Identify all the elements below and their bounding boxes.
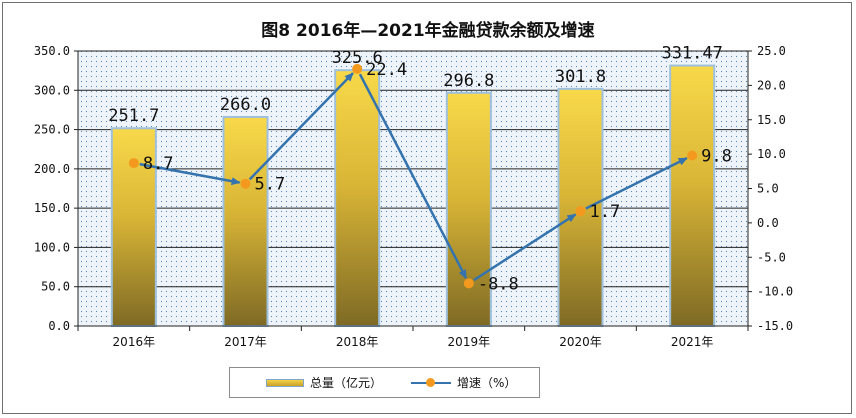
legend-label-growth: 增速（%） — [457, 376, 517, 390]
right-tick-label: 0.0 — [757, 216, 779, 230]
line-point — [352, 63, 363, 74]
left-tick-label: 0.0 — [48, 319, 70, 333]
right-tick-label: 5.0 — [757, 182, 779, 196]
left-tick-label: 350.0 — [34, 44, 70, 58]
legend-line-swatch — [411, 377, 451, 388]
line-point — [128, 158, 139, 169]
x-tick-label: 2017年 — [224, 335, 267, 349]
line-value-label: 8.7 — [143, 154, 174, 174]
line-value-label: 22.4 — [366, 60, 407, 80]
right-tick-label: -5.0 — [757, 250, 786, 264]
line-point — [575, 206, 586, 217]
grid-lines — [78, 50, 748, 327]
bar-value-label: 325.6 — [332, 48, 383, 68]
left-tick-label: 250.0 — [34, 123, 70, 137]
left-tick-label: 100.0 — [34, 240, 70, 254]
right-tick-label: 25.0 — [757, 44, 786, 58]
right-tick-label: 20.0 — [757, 78, 786, 92]
right-tick-label: 15.0 — [757, 113, 786, 127]
x-tick-label: 2020年 — [559, 335, 602, 349]
plot-area — [78, 51, 748, 326]
bar — [669, 64, 716, 327]
right-tick-label: 10.0 — [757, 147, 786, 161]
line-series — [128, 63, 698, 289]
line-segment — [248, 72, 354, 181]
line-value-label: 5.7 — [255, 175, 286, 195]
data-labels: 251.7 266.0 325.6 296.8 301.8 331.47 8.7 5.7 22.… — [108, 44, 732, 295]
bar — [222, 116, 269, 327]
left-tick-label: 300.0 — [34, 83, 70, 97]
line-value-label: 1.7 — [590, 202, 621, 222]
x-tick-label: 2018年 — [336, 335, 379, 349]
legend-bar-swatch — [266, 378, 304, 387]
bar-value-label: 331.47 — [661, 44, 722, 64]
right-tick-label: -15.0 — [757, 319, 793, 333]
x-tick-label: 2019年 — [448, 335, 491, 349]
line-segment — [473, 213, 577, 282]
axes: 0.0 50.0 100.0 150.0 200.0 250.0 300.0 350.0 -15… — [34, 44, 793, 349]
bar-value-label: 301.8 — [555, 67, 606, 87]
line-value-label: -8.8 — [478, 274, 519, 294]
bar-value-label: 251.7 — [108, 106, 159, 126]
legend-item-total: 总量（亿元） — [266, 368, 382, 397]
bar — [334, 69, 381, 327]
line-value-label: 9.8 — [701, 147, 732, 167]
x-tick-label: 2016年 — [113, 335, 156, 349]
bar-value-label: 266.0 — [220, 95, 271, 115]
left-tick-label: 50.0 — [41, 280, 70, 294]
legend: 总量（亿元） 增速（%） — [229, 367, 540, 398]
bar-value-label: 296.8 — [443, 71, 494, 91]
line-segment — [358, 73, 468, 279]
x-tick-label: 2021年 — [671, 335, 714, 349]
left-tick-label: 150.0 — [34, 201, 70, 215]
right-tick-label: -10.0 — [757, 285, 793, 299]
legend-item-growth: 增速（%） — [411, 368, 516, 397]
legend-label-total: 总量（亿元） — [310, 376, 383, 390]
line-point — [687, 150, 698, 161]
line-segment — [139, 162, 241, 186]
chart-title: 图8 2016年—2021年金融贷款余额及增速 — [261, 21, 595, 41]
line-point — [463, 278, 474, 289]
line-point — [240, 178, 251, 189]
line-segment — [585, 157, 688, 210]
left-tick-label: 200.0 — [34, 162, 70, 176]
